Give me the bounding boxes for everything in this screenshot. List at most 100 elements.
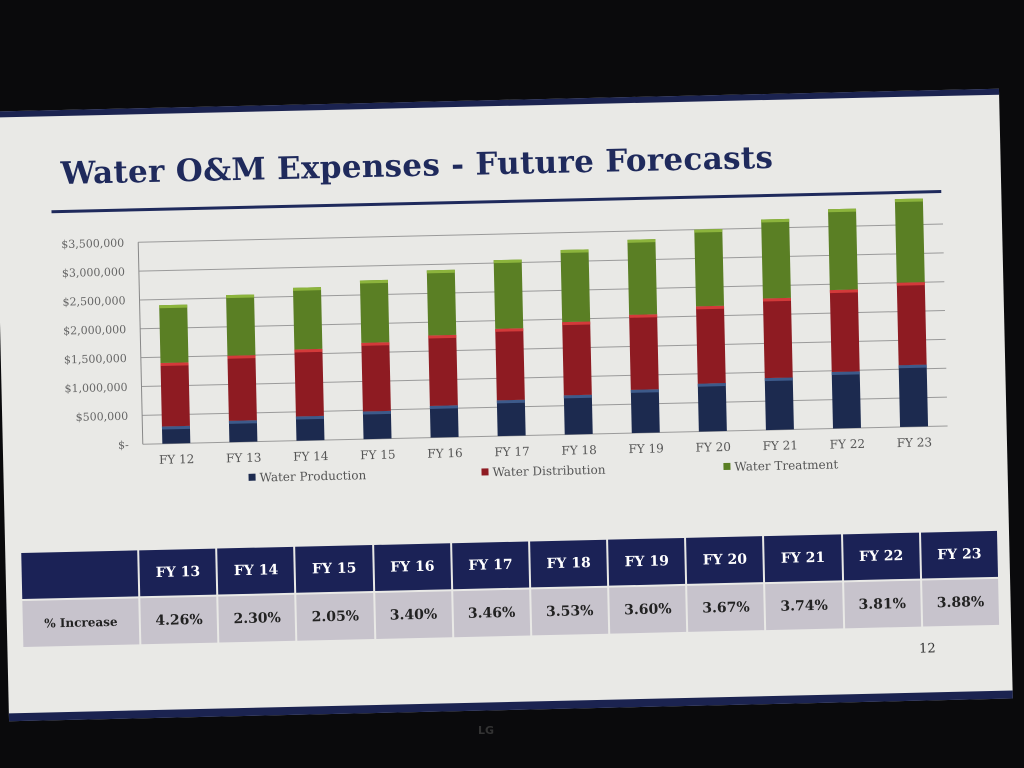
bar-segment-water-production [898, 364, 929, 428]
bar-segment-top [762, 297, 792, 302]
table-header-cell: FY 13 [139, 548, 217, 597]
bar-segment-water-treatment [560, 249, 591, 323]
table-value-cell: 3.40% [374, 591, 453, 639]
gridline [142, 396, 947, 416]
bar-segment-water-distribution [428, 334, 458, 406]
bar-segment-water-distribution [160, 362, 190, 427]
gridline [138, 223, 944, 243]
bar-segment-top [898, 364, 927, 369]
bar-segment-water-production [362, 410, 392, 440]
table-value-cell: 4.26% [140, 596, 218, 645]
bar-segment-top [362, 410, 391, 415]
table-value-cell: 3.81% [843, 580, 921, 629]
bar-segment-top [161, 425, 191, 430]
bar-segment-water-production [630, 389, 660, 434]
legend-swatch [248, 473, 256, 481]
legend-swatch [481, 468, 489, 476]
bar-segment-top [829, 289, 858, 294]
bar-segment-water-production [831, 371, 861, 429]
stacked-bar-chart: $- $500,000 $1,000,000 $1,500,000 $2,000,000… [61, 198, 948, 485]
y-tick-label: $- [118, 439, 129, 452]
table-value-cell: 3.60% [609, 585, 687, 634]
percent-increase-table: FY 13 FY 14 FY 15 FY 16 FY 17 FY 18 FY 19 FY 20… [19, 529, 1001, 649]
table-value-cell: 3.88% [921, 578, 1000, 627]
bar-segment-top [159, 304, 188, 309]
bar-segment-water-distribution [361, 342, 391, 412]
bar-segment-top [228, 420, 257, 424]
x-tick-label: FY 17 [494, 444, 530, 459]
row-label: % Increase [22, 598, 140, 647]
presentation-slide: Water O&M Expenses - Future Forecasts $-… [0, 88, 1013, 722]
table-header-cell: FY 20 [686, 536, 764, 584]
gridline [142, 425, 948, 445]
x-tick-label: FY 21 [762, 438, 798, 453]
table-value-cell: 2.05% [296, 593, 374, 641]
bar-segment-top [429, 405, 458, 409]
x-tick-label: FY 16 [427, 446, 463, 461]
table-corner-cell [21, 550, 139, 599]
bar-segment-top [630, 389, 659, 393]
bar-segment-top [629, 314, 658, 318]
table-header-cell: FY 18 [530, 539, 608, 588]
bar-segment-water-distribution [696, 305, 726, 384]
bar-segment-top [696, 305, 725, 310]
x-tick-label: FY 23 [897, 435, 933, 450]
x-tick-label: FY 15 [360, 447, 396, 462]
gridline [138, 252, 944, 272]
gridline [139, 281, 945, 301]
bar-segment-water-distribution [227, 355, 257, 421]
bar-segment-top [292, 287, 322, 291]
x-tick-label: FY 14 [293, 449, 329, 464]
bar-segment-top [894, 198, 923, 203]
y-tick-label: $3,000,000 [62, 265, 125, 279]
y-tick-label: $2,000,000 [63, 323, 126, 337]
bar-segment-water-distribution [629, 314, 659, 390]
bar-segment-top [831, 371, 860, 375]
bar-segment-top [627, 239, 656, 243]
y-tick-label: $1,000,000 [64, 381, 127, 395]
table-header-cell: FY 22 [842, 532, 920, 581]
bar-segment-top [428, 334, 457, 339]
bar-segment-water-distribution [562, 321, 592, 396]
gridline [141, 367, 947, 388]
y-tick-label: $1,500,000 [64, 352, 127, 366]
table-value-cell: 3.67% [687, 584, 765, 632]
bar-segment-top [896, 282, 925, 286]
bar-segment-top [294, 348, 323, 353]
bar-segment-water-treatment [359, 279, 390, 343]
bar-segment-water-production [161, 425, 191, 444]
bar-segment-top [295, 415, 324, 420]
bar-segment-water-production [563, 394, 593, 435]
y-tick-label: $2,500,000 [62, 294, 125, 308]
x-tick-label: FY 12 [159, 452, 195, 467]
x-tick-label: FY 22 [830, 437, 866, 452]
bar-segment-water-production [697, 383, 727, 432]
bar-segment-water-treatment [694, 229, 725, 307]
bar-segment-water-treatment [627, 239, 658, 315]
x-tick-label: FY 18 [561, 443, 597, 458]
y-axis [137, 242, 144, 445]
legend-swatch [723, 462, 731, 471]
bar-segment-water-distribution [762, 297, 793, 379]
bar-segment-water-distribution [829, 289, 860, 372]
table-value-cell: 3.53% [531, 587, 609, 636]
table-header-cell: FY 15 [295, 545, 373, 593]
bar-segment-top [426, 269, 455, 274]
table-value-cell: 2.30% [218, 594, 296, 643]
bar-segment-water-treatment [761, 218, 791, 299]
bar-segment-water-treatment [226, 294, 256, 356]
bar-segment-water-treatment [828, 208, 858, 291]
bar-segment-top [226, 294, 255, 299]
legend-label: Water Treatment [734, 457, 838, 473]
bar-segment-top [227, 355, 256, 359]
y-tick-label: $500,000 [76, 410, 129, 424]
bar-segment-top [764, 377, 793, 382]
page-number: 12 [918, 641, 936, 657]
table-header-cell: FY 19 [608, 537, 686, 586]
bar-segment-water-treatment [894, 198, 925, 283]
bar-segment-top [562, 321, 591, 326]
bar-segment-top [694, 229, 723, 233]
bar-segment-water-treatment [159, 304, 189, 363]
bar-segment-top [493, 259, 522, 264]
bar-segment-top [563, 394, 592, 399]
